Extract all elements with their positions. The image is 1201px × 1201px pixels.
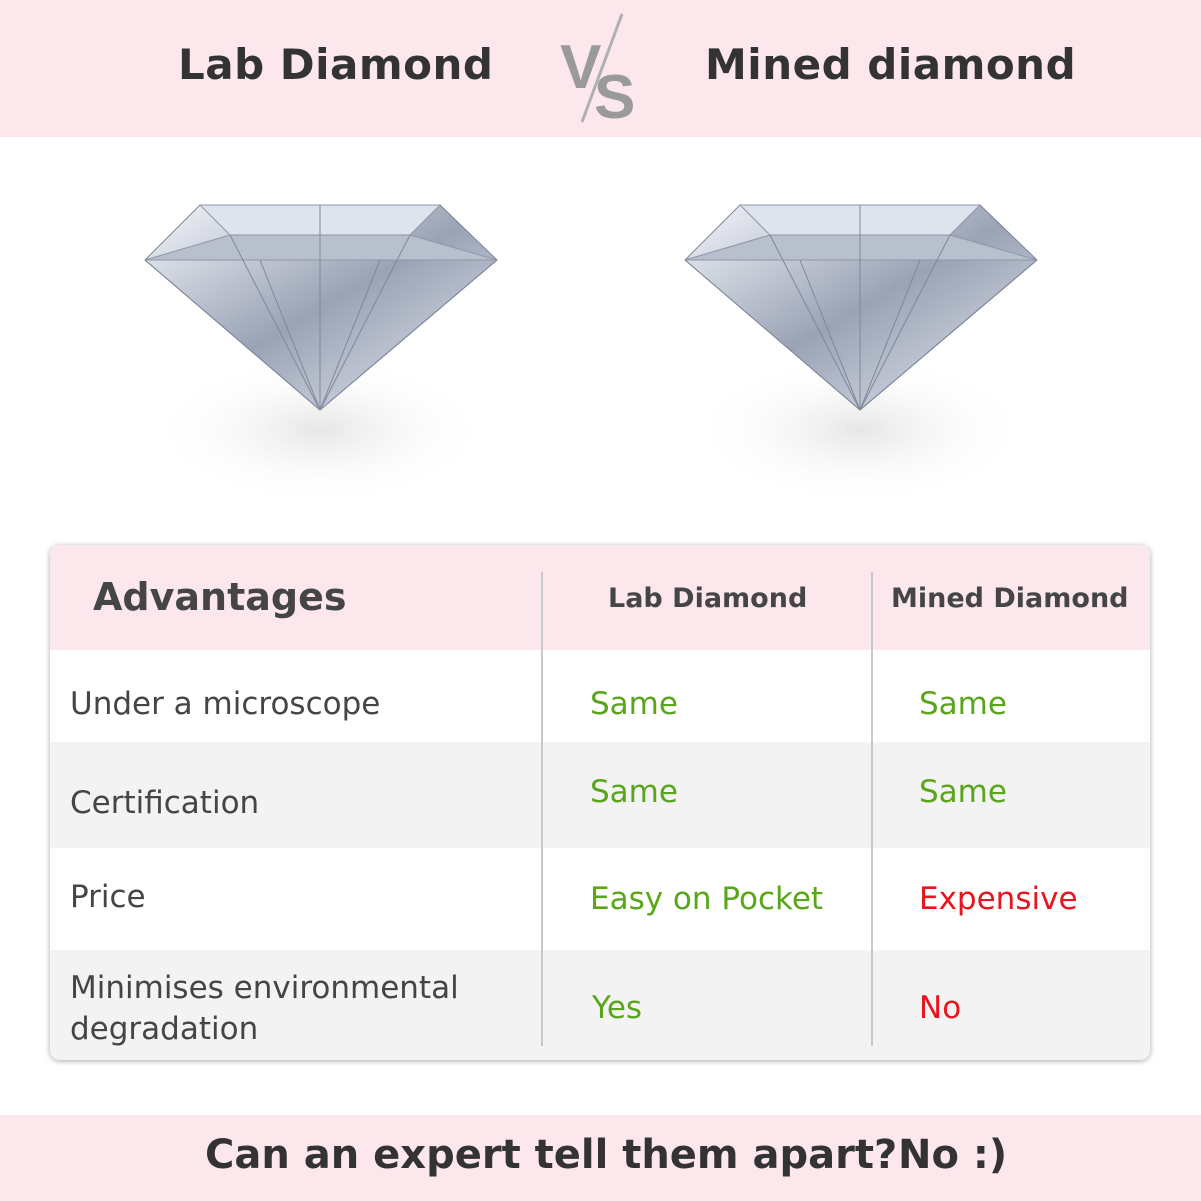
mined-value: Same bbox=[919, 774, 1007, 810]
header-advantages: Advantages bbox=[93, 575, 347, 619]
footer-question: Can an expert tell them apart? bbox=[205, 1132, 898, 1178]
column-divider bbox=[871, 572, 873, 1046]
mined-diamond-title: Mined diamond bbox=[705, 40, 1077, 89]
table-row: Price Easy on Pocket Expensive bbox=[50, 848, 1150, 950]
footer-band bbox=[0, 1115, 1201, 1201]
footer-answer: No :) bbox=[898, 1132, 1008, 1178]
mined-value: Same bbox=[919, 686, 1007, 722]
lab-value: Easy on Pocket bbox=[590, 881, 824, 917]
header-mined-diamond: Mined Diamond bbox=[891, 583, 1129, 614]
header-band: Lab Diamond V S Mined diamond bbox=[0, 0, 1201, 137]
lab-value: Same bbox=[590, 686, 678, 722]
row-label: Minimises environmental degradation bbox=[70, 970, 459, 1047]
lab-value: Yes bbox=[592, 990, 643, 1026]
mined-value: No bbox=[919, 990, 962, 1026]
table-row: Under a microscope Same Same bbox=[50, 650, 1150, 742]
mined-diamond-image bbox=[684, 204, 1038, 505]
mined-value: Expensive bbox=[919, 881, 1078, 917]
comparison-table: Advantages Lab Diamond Mined Diamond Und… bbox=[50, 545, 1150, 1060]
lab-diamond-image bbox=[144, 204, 498, 505]
lab-diamond-title: Lab Diamond bbox=[178, 40, 494, 89]
row-label: Certification bbox=[70, 785, 260, 821]
header-lab-diamond: Lab Diamond bbox=[608, 583, 808, 614]
lab-value: Same bbox=[590, 774, 678, 810]
row-label: Price bbox=[70, 879, 146, 915]
row-label: Under a microscope bbox=[70, 686, 381, 722]
column-divider bbox=[541, 572, 543, 1046]
table-header-row: Advantages Lab Diamond Mined Diamond bbox=[50, 545, 1150, 650]
table-row: Minimises environmental degradation Yes … bbox=[50, 950, 1150, 1060]
vs-logo: V S bbox=[560, 13, 635, 125]
table-row: Certification Same Same bbox=[50, 742, 1150, 848]
